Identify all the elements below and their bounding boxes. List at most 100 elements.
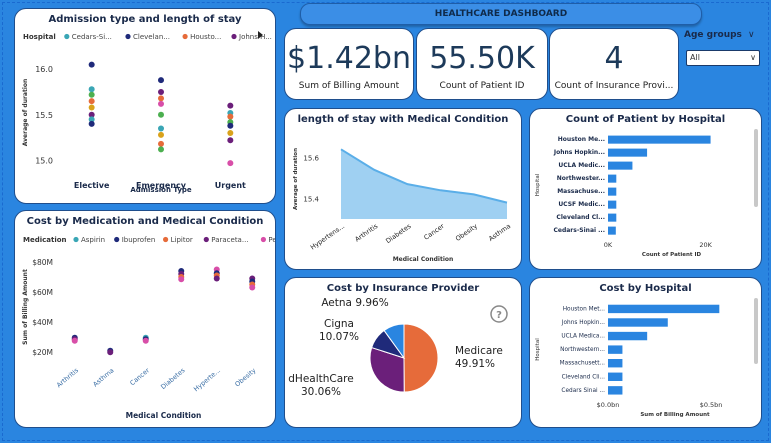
data-point — [213, 275, 220, 282]
x-axis-label: Sum of Billing Amount — [640, 412, 710, 418]
y-tick-label: $20M — [32, 348, 53, 357]
bar — [608, 135, 711, 144]
legend-marker — [125, 33, 131, 40]
bar — [608, 359, 623, 368]
data-point — [88, 98, 95, 105]
billing-chart-title: Cost by Hospital — [599, 283, 692, 294]
x-tick-label: Diabetes — [384, 222, 413, 245]
y-tick-label: Northwester... — [557, 175, 605, 182]
dashboard-header: HEALTHCARE DASHBOARD — [300, 3, 702, 25]
data-point — [158, 100, 164, 107]
legend-next-icon — [258, 31, 263, 39]
kpi-insurance-value: 4 — [604, 41, 624, 76]
data-point — [249, 284, 256, 291]
dashboard-title: HEALTHCARE DASHBOARD — [434, 9, 568, 19]
data-point — [88, 86, 95, 93]
y-tick-label: Houston Me... — [558, 136, 605, 143]
kpi-billing-value: $1.42bn — [287, 41, 411, 76]
bar — [608, 148, 648, 157]
admission-chart-title: Admission type and length of stay — [48, 14, 242, 25]
slicer-collapse-icon[interactable]: ∨ — [748, 30, 755, 40]
legend-entry: Penicillin — [268, 236, 276, 244]
legend-title: Medication — [23, 236, 67, 244]
stay-chart-card[interactable]: length of stay with Medical Condition 15… — [284, 108, 522, 270]
y-tick-label: $40M — [32, 318, 53, 327]
y-tick-label: Massachusett... — [560, 361, 605, 367]
legend-marker — [182, 33, 188, 40]
patients-chart-svg: Houston Me... Johns Hopkin... UCLA Medic..… — [535, 129, 758, 258]
data-point — [227, 122, 234, 129]
insurance-chart-title: Cost by Insurance Provider — [326, 283, 480, 294]
legend-marker — [73, 236, 79, 243]
x-axis-label: Count of Patient ID — [642, 252, 702, 258]
y-tick-label: Johns Hopkin... — [553, 149, 605, 156]
medication-chart-card[interactable]: Cost by Medication and Medical Condition… — [14, 210, 276, 428]
x-tick-label: $0.0bn — [597, 401, 620, 409]
x-axis-label: Medical Condition — [393, 256, 454, 263]
y-tick-label: $60M — [32, 288, 53, 297]
x-tick-label: Emergency — [136, 181, 187, 190]
medication-chart-svg: Medication Aspirin Ibuprofen Lipitor Paracet… — [22, 236, 276, 420]
data-point — [158, 131, 164, 138]
legend-entry: Housto... — [190, 33, 221, 41]
data-point — [88, 61, 95, 68]
data-point — [142, 337, 149, 344]
kpi-patients-card: 55.50K Count of Patient ID — [416, 28, 548, 100]
bar — [608, 345, 623, 354]
bar — [608, 161, 633, 170]
pie-label: dHealthCare — [288, 373, 353, 385]
x-tick-label: 0K — [604, 241, 613, 249]
y-tick-label: UCSF Medic... — [558, 201, 605, 208]
y-axis-label: Average of duration — [293, 148, 299, 210]
admission-chart-card[interactable]: Admission type and length of stay Hospit… — [14, 8, 276, 204]
y-tick-label: Johns Hopkin... — [561, 320, 605, 326]
patients-chart-card[interactable]: Count of Patient by Hospital Houston Me.… — [529, 108, 762, 270]
billing-chart-card[interactable]: Cost by Hospital Houston Met... Johns Hop… — [529, 277, 762, 428]
insurance-chart-card[interactable]: Cost by Insurance Provider Medicare 49.91… — [284, 277, 522, 428]
y-axis-label: Average of duration — [22, 79, 29, 147]
data-point — [88, 111, 95, 118]
bar — [608, 200, 617, 209]
x-axis-label: Admission Type — [130, 186, 192, 194]
pie-label: Medicare — [455, 345, 503, 357]
x-axis-label: Medical Condition — [126, 411, 202, 420]
legend-marker — [231, 33, 237, 40]
data-point — [158, 95, 164, 102]
pie-slice — [403, 323, 439, 393]
age-groups-dropdown[interactable]: All ∨ — [686, 50, 760, 66]
y-tick-label: Northwestern... — [560, 347, 605, 353]
y-tick-label: Cleveland Cl... — [556, 214, 605, 221]
pie-slice — [369, 346, 405, 393]
bar — [608, 187, 617, 196]
legend-entry: Cedars-Si... — [72, 33, 112, 41]
y-tick-label: 15.5 — [35, 111, 53, 120]
stay-chart-title: length of stay with Medical Condition — [297, 114, 509, 125]
legend-entry: Aspirin — [81, 236, 105, 244]
bar — [608, 372, 623, 381]
x-tick-label: Cancer — [422, 222, 446, 242]
kpi-billing-label: Sum of Billing Amount — [298, 81, 400, 91]
x-tick-label: Obesity — [454, 222, 479, 243]
admission-chart-svg: Hospital Cedars-Si... Clevelan... Housto...… — [22, 31, 272, 194]
y-tick-label: Cedars-Sinai ... — [553, 227, 605, 234]
data-point — [158, 140, 164, 147]
medication-chart-title: Cost by Medication and Medical Condition — [26, 216, 264, 227]
kpi-patients-label: Count of Patient ID — [439, 81, 525, 91]
y-axis-label: Hospital — [535, 173, 541, 196]
legend-entry: Paraceta... — [211, 236, 248, 244]
x-tick-label: 20K — [699, 241, 712, 249]
x-tick-label: Cancer — [128, 366, 151, 387]
pie-label: Cigna — [324, 318, 354, 330]
kpi-insurance-label: Count of Insurance Provi... — [554, 81, 674, 91]
data-point — [227, 113, 234, 120]
scrollbar-thumb — [754, 298, 758, 364]
data-point — [158, 125, 164, 132]
x-tick-label: Asthma — [91, 366, 115, 388]
y-tick-label: $80M — [32, 258, 53, 267]
data-point — [227, 102, 234, 109]
x-tick-label: Diabetes — [159, 366, 187, 391]
pie-slice — [383, 323, 405, 360]
data-point — [88, 116, 95, 123]
y-tick-label: 16.0 — [35, 65, 53, 74]
